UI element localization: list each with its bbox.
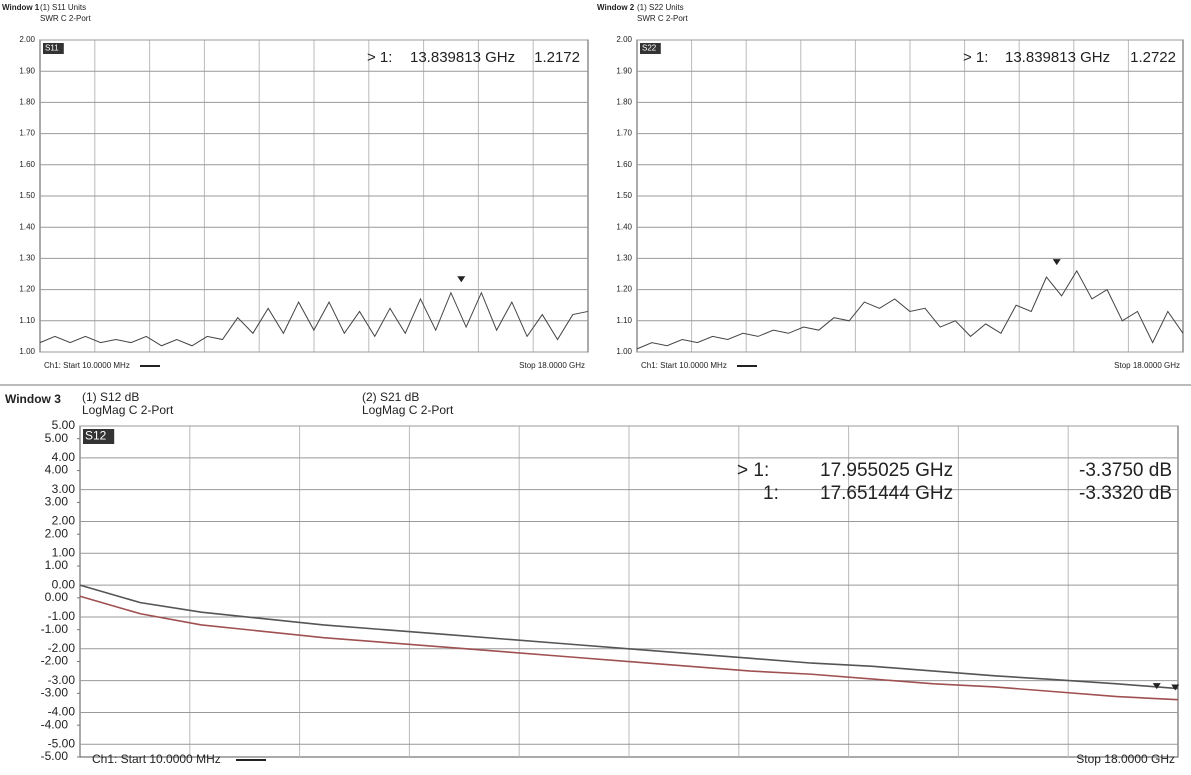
y2-tick-label: 2.00 <box>45 526 69 540</box>
marker-frequency: 13.839813 GHz <box>1005 49 1110 66</box>
trace-name: (1) S11 Units <box>40 3 86 12</box>
y2-tick-label: -4.00 <box>41 717 69 731</box>
trace-tag: S22 <box>642 44 657 53</box>
stop-label: Stop 18.0000 GHz <box>1114 361 1180 370</box>
y-tick-label: 3.00 <box>52 482 76 496</box>
trace-tag: S11 <box>45 44 59 53</box>
marker-point <box>1152 683 1161 690</box>
trace-tag-box <box>43 43 64 54</box>
trace-line <box>79 584 1179 690</box>
y-tick-label: 1.20 <box>616 285 632 294</box>
y-tick-label: 1.90 <box>19 66 35 75</box>
y-tick-label: 2.00 <box>52 514 76 528</box>
y-tick-label: -3.00 <box>48 673 76 687</box>
y-tick-label: 1.50 <box>19 191 35 200</box>
marker-point <box>1052 259 1061 266</box>
marker-point <box>1171 684 1180 691</box>
marker-label: 1: <box>763 483 779 504</box>
y2-tick-label: -2.00 <box>41 654 69 668</box>
y2-tick-label: 5.00 <box>45 431 69 445</box>
trace-format: SWR C 2-Port <box>637 14 688 23</box>
y-tick-label: 1.70 <box>616 129 632 138</box>
y-tick-label: -4.00 <box>48 705 76 719</box>
start-label: Ch1: Start 10.0000 MHz <box>641 361 727 370</box>
trace-name: (1) S22 Units <box>637 3 684 12</box>
trace-tag-box <box>640 43 661 54</box>
y-tick-label: 1.90 <box>616 66 632 75</box>
trace-line <box>39 291 589 347</box>
y-tick-label: 1.60 <box>19 160 35 169</box>
trace-format: LogMag C 2-Port <box>82 403 174 417</box>
start-label: Ch1: Start 10.0000 MHz <box>92 752 221 766</box>
window-label: Window 3 <box>5 392 61 406</box>
y2-tick-label: 4.00 <box>45 463 69 477</box>
y-tick-label: 1.20 <box>19 285 35 294</box>
y-tick-label: 2.00 <box>19 35 35 44</box>
y-tick-label: 1.30 <box>616 254 632 263</box>
trace-name: (2) S21 dB <box>362 390 419 404</box>
y-tick-label: 4.00 <box>52 450 76 464</box>
marker-value: -3.3750 dB <box>1079 460 1172 481</box>
marker-value: 1.2172 <box>534 49 580 66</box>
y-tick-label: 1.00 <box>52 545 76 559</box>
y-tick-label: 1.60 <box>616 160 632 169</box>
marker-point <box>457 276 466 283</box>
y-tick-label: 1.10 <box>616 316 632 325</box>
y-tick-label: -1.00 <box>48 609 76 623</box>
start-label: Ch1: Start 10.0000 MHz <box>44 361 130 370</box>
marker-label: > 1: <box>737 460 769 481</box>
stop-label: Stop 18.0000 GHz <box>519 361 585 370</box>
y-tick-label: 1.40 <box>616 222 632 231</box>
y2-tick-label: -3.00 <box>41 686 69 700</box>
y2-tick-label: 3.00 <box>45 495 69 509</box>
y2-tick-label: 1.00 <box>45 558 69 572</box>
trace-tag-box <box>83 429 115 444</box>
y-tick-label: 1.00 <box>19 347 35 356</box>
marker-frequency: 17.955025 GHz <box>820 460 953 481</box>
y-tick-label: 2.00 <box>616 35 632 44</box>
window-label: Window 2 <box>597 3 635 12</box>
y2-tick-label: -5.00 <box>41 749 69 763</box>
window-label: Window 1 <box>2 3 40 12</box>
stop-label: Stop 18.0000 GHz <box>1076 752 1175 766</box>
y-tick-label: 1.50 <box>616 191 632 200</box>
marker-value: 1.2722 <box>1130 49 1176 66</box>
y-tick-label: 0.00 <box>52 577 76 591</box>
trace-format: SWR C 2-Port <box>40 14 91 23</box>
marker-frequency: 13.839813 GHz <box>410 49 515 66</box>
trace-tag: S12 <box>85 429 107 443</box>
y-tick-label: 1.10 <box>19 316 35 325</box>
y-tick-label: 1.00 <box>616 347 632 356</box>
y2-tick-label: 0.00 <box>45 590 69 604</box>
marker-label: > 1: <box>963 49 988 66</box>
y2-tick-label: -1.00 <box>41 622 69 636</box>
marker-label: > 1: <box>367 49 392 66</box>
y-tick-label: 1.70 <box>19 129 35 138</box>
y-tick-label: 1.40 <box>19 222 35 231</box>
y-tick-label: 1.30 <box>19 254 35 263</box>
y-tick-label: 1.80 <box>19 98 35 107</box>
trace-format: LogMag C 2-Port <box>362 403 454 417</box>
trace-name: (1) S12 dB <box>82 390 139 404</box>
marker-frequency: 17.651444 GHz <box>820 483 953 504</box>
trace-line <box>79 595 1179 701</box>
y-tick-label: 1.80 <box>616 98 632 107</box>
trace-line <box>636 269 1184 350</box>
y-tick-label: -5.00 <box>48 736 76 750</box>
y-tick-label: 5.00 <box>52 418 76 432</box>
y-tick-label: -2.00 <box>48 641 76 655</box>
marker-value: -3.3320 dB <box>1079 483 1172 504</box>
